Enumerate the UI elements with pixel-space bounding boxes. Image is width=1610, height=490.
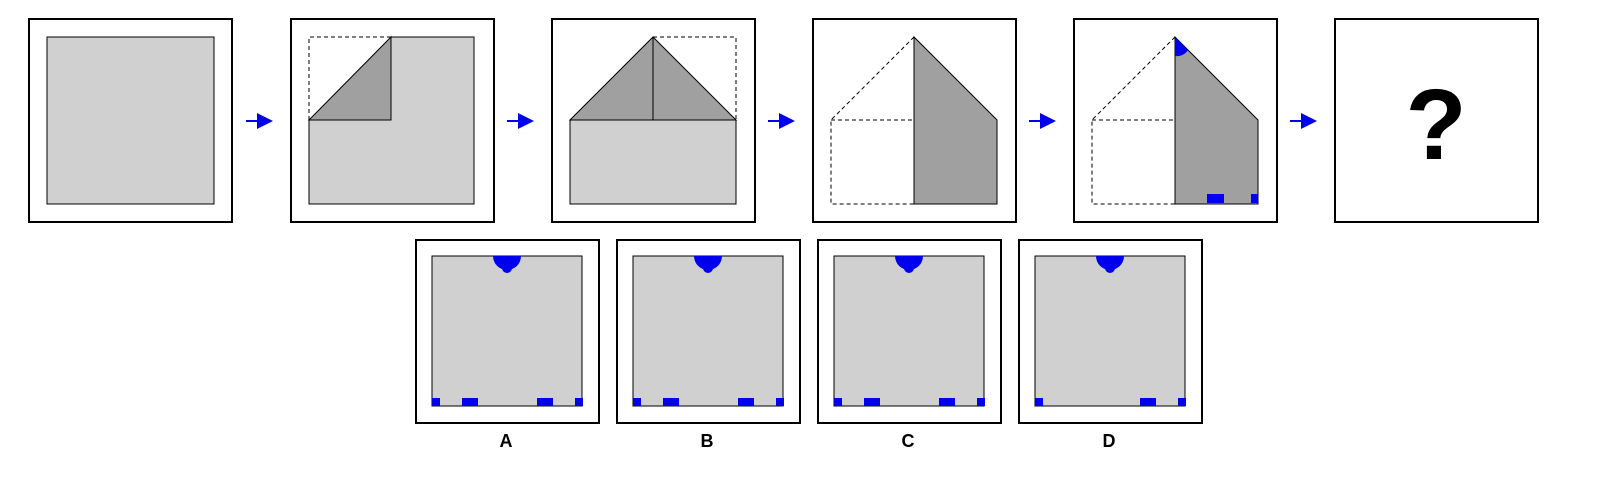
unfolded-paper (431, 255, 583, 407)
option-c-label[interactable]: C (901, 431, 915, 451)
unfolded-paper (833, 255, 985, 407)
bottom-hole-icon (1140, 398, 1156, 406)
top-hole-icon (1105, 263, 1115, 273)
fold-outline (830, 36, 915, 205)
bottom-hole-icon (633, 398, 641, 406)
bottom-hole-icon (738, 398, 754, 406)
bottom-hole-icon (537, 398, 553, 406)
option-c-panel[interactable] (817, 239, 1002, 424)
step-1-panel (28, 18, 233, 223)
bottom-hole-icon (834, 398, 842, 406)
folded-paper (913, 35, 998, 205)
bottom-hole-icon (1035, 398, 1043, 406)
punch-hole-icon (1251, 194, 1258, 203)
option-b-label[interactable]: B (700, 431, 714, 451)
paper-square (46, 36, 215, 205)
folded-paper (1174, 35, 1259, 205)
top-hole-icon (904, 263, 914, 273)
punch-hole-icon (1207, 194, 1224, 203)
option-a-label[interactable]: A (499, 431, 513, 451)
unfolded-paper (632, 255, 784, 407)
step-4-panel (812, 18, 1017, 223)
option-a-panel[interactable] (415, 239, 600, 424)
bottom-hole-icon (462, 398, 478, 406)
step-5-panel (1073, 18, 1278, 223)
answer-options (415, 239, 1203, 424)
folded-flap (307, 35, 392, 121)
paper-body (569, 119, 737, 205)
question-mark: ? (1405, 69, 1466, 181)
step-2-panel (290, 18, 495, 223)
bottom-hole-icon (776, 398, 784, 406)
question-panel: ? (1334, 18, 1539, 223)
top-hole-icon (703, 263, 713, 273)
bottom-hole-icon (977, 398, 985, 406)
panel-frame (1334, 18, 1539, 223)
fold-outline (1091, 36, 1176, 205)
bottom-hole-icon (1178, 398, 1186, 406)
option-d-panel[interactable] (1018, 239, 1203, 424)
bottom-hole-icon (939, 398, 955, 406)
punch-hole-icon (1175, 37, 1188, 57)
bottom-hole-icon (663, 398, 679, 406)
bottom-hole-icon (864, 398, 880, 406)
option-b-panel[interactable] (616, 239, 801, 424)
unfolded-paper (1034, 255, 1186, 407)
bottom-hole-icon (575, 398, 583, 406)
top-hole-icon (502, 263, 512, 273)
step-3-panel (551, 18, 756, 223)
bottom-hole-icon (432, 398, 440, 406)
option-d-label[interactable]: D (1102, 431, 1116, 451)
